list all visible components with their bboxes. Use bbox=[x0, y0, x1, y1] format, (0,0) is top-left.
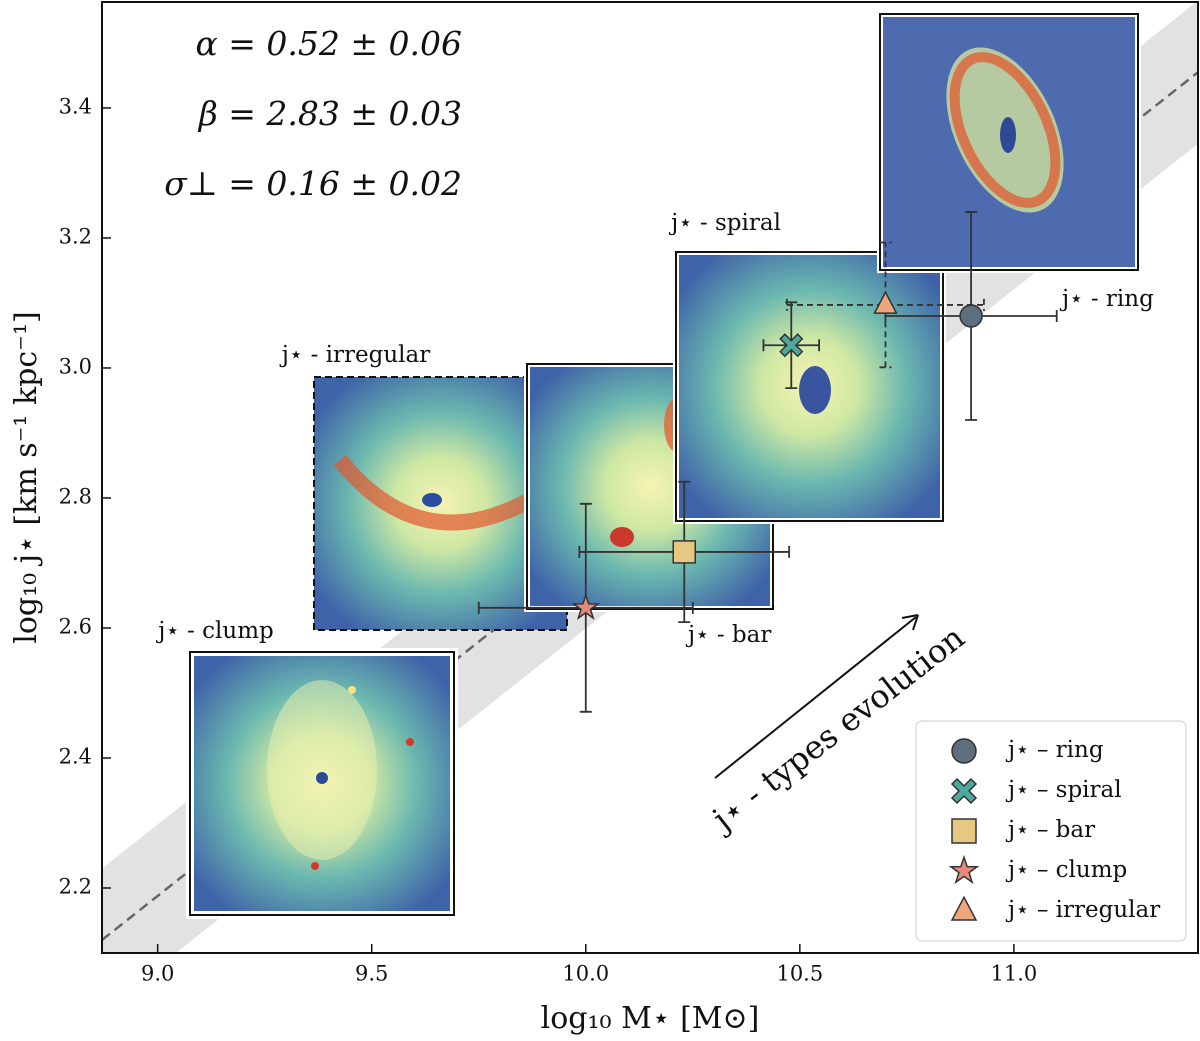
y-tick-label: 2.8 bbox=[59, 484, 92, 508]
legend-marker bbox=[951, 738, 977, 764]
legend-label: j⋆ – spiral bbox=[1005, 777, 1122, 803]
y-tick-label: 3.2 bbox=[59, 224, 92, 248]
x-tick-label: 9.5 bbox=[355, 962, 388, 986]
marker bbox=[779, 333, 804, 358]
x-tick-label: 10.5 bbox=[776, 962, 823, 986]
plot-frame bbox=[101, 1, 1199, 954]
legend-marker bbox=[951, 818, 977, 844]
fit-annotation: α = 0.52 ± 0.06 bbox=[196, 24, 463, 63]
marker bbox=[571, 592, 601, 620]
image-label: j⋆ - clump bbox=[155, 618, 274, 644]
galaxy-images bbox=[186, 11, 1141, 919]
x-tick-label: 9.0 bbox=[141, 962, 174, 986]
legend-label: j⋆ – clump bbox=[1005, 857, 1127, 883]
legend-label: j⋆ – irregular bbox=[1005, 897, 1160, 923]
image-label: j⋆ - ring bbox=[1059, 286, 1154, 312]
legend-box bbox=[915, 720, 1187, 942]
y-axis-label: log₁₀ j⋆ [km s⁻¹ kpc⁻¹] bbox=[9, 311, 44, 643]
fit-annotation: β = 2.83 ± 0.03 bbox=[197, 94, 462, 133]
image-label: j⋆ - bar bbox=[685, 622, 771, 648]
legend-marker bbox=[950, 777, 978, 805]
y-tick-label: 2.2 bbox=[59, 874, 92, 898]
legend-label: j⋆ – bar bbox=[1005, 817, 1095, 843]
marker bbox=[672, 540, 696, 564]
fit-annotation: σ⊥ = 0.16 ± 0.02 bbox=[164, 164, 462, 203]
evolution-arrow bbox=[714, 616, 917, 779]
y-tick-label: 2.4 bbox=[59, 744, 92, 768]
x-tick-label: 11.0 bbox=[991, 962, 1038, 986]
legend-marker bbox=[950, 895, 978, 921]
image-label: j⋆ - spiral bbox=[668, 210, 781, 236]
marker bbox=[959, 304, 983, 328]
image-label: j⋆ - irregular bbox=[279, 342, 430, 368]
arrow-head bbox=[901, 614, 919, 631]
image-spiral bbox=[673, 249, 946, 524]
x-axis-label: log₁₀ M⋆ [M⊙] bbox=[541, 1001, 760, 1036]
y-tick-label: 3.4 bbox=[59, 94, 92, 118]
image-ring bbox=[877, 11, 1141, 273]
legend-label: j⋆ – ring bbox=[1005, 737, 1104, 763]
y-tick-label: 2.6 bbox=[59, 614, 92, 638]
x-tick-label: 10.0 bbox=[562, 962, 609, 986]
image-clump bbox=[186, 648, 458, 919]
marker bbox=[873, 290, 898, 314]
x-error-bar bbox=[786, 298, 985, 311]
y-tick-label: 3.0 bbox=[59, 354, 92, 378]
legend-marker bbox=[948, 854, 980, 885]
